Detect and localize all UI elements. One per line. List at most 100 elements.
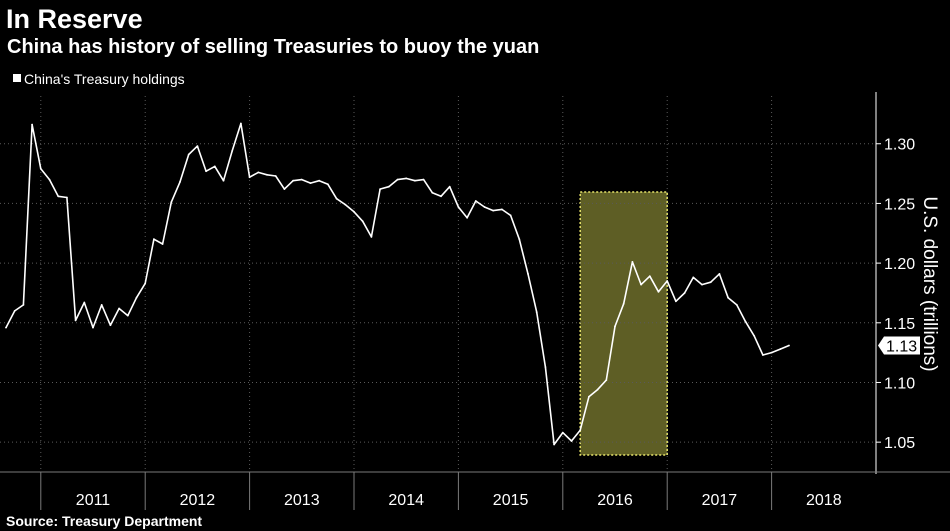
data-point [779, 348, 782, 350]
data-point [440, 195, 442, 198]
data-point [274, 175, 277, 177]
data-point [318, 179, 321, 182]
axis-layer: 1.05 1.10 1.15 1.20 1.25 1.30 2011 2012 2013 2014… [0, 92, 950, 510]
highlight-layer [579, 191, 668, 456]
y-axis-label: U.S. dollars (trillions) [919, 196, 940, 371]
data-point [692, 276, 695, 279]
y-tick-label: 1.05 [884, 435, 915, 452]
data-point [414, 179, 416, 182]
data-point [396, 178, 399, 181]
x-tick-label: 2016 [597, 492, 633, 509]
data-point [170, 201, 173, 204]
y-tick-label: 1.10 [884, 375, 915, 392]
data-point [335, 197, 338, 200]
data-point [762, 354, 764, 356]
data-point [561, 431, 564, 434]
data-point [709, 281, 712, 284]
last-value-label: 1.13 [886, 338, 917, 355]
data-point [248, 176, 251, 179]
data-point [13, 310, 16, 312]
data-point [405, 177, 408, 180]
data-point [283, 188, 286, 191]
data-point [213, 165, 216, 168]
data-point [179, 181, 181, 183]
data-point [370, 236, 373, 238]
highlight-box [579, 191, 668, 456]
data-point [161, 243, 164, 245]
chart-source: Source: Treasury Department [6, 513, 203, 529]
data-point [240, 122, 242, 125]
data-point [83, 301, 86, 304]
data-point [683, 292, 686, 294]
y-tick-label: 1.20 [884, 256, 915, 273]
data-point [535, 311, 538, 313]
data-point [622, 302, 625, 305]
data-point [483, 206, 486, 208]
data-point [570, 440, 573, 442]
grid-layer [0, 96, 876, 472]
data-point [66, 196, 68, 199]
x-tick-label: 2015 [493, 492, 529, 509]
chart-subtitle: China has history of selling Treasuries … [7, 36, 540, 58]
data-point [387, 185, 390, 188]
data-point [605, 379, 608, 381]
data-point [135, 296, 138, 299]
data-point [422, 178, 425, 181]
data-point [327, 183, 329, 186]
data-point [553, 443, 555, 446]
data-point [579, 429, 582, 432]
data-point [701, 283, 703, 286]
data-point [657, 290, 660, 293]
y-tick-label: 1.15 [884, 316, 915, 333]
data-point [588, 395, 590, 398]
data-point [57, 195, 60, 198]
data-point [640, 283, 642, 286]
series-line [5, 122, 790, 446]
x-tick-label: 2018 [806, 492, 842, 509]
data-point [266, 173, 268, 176]
data-point [492, 209, 495, 212]
data-point [466, 216, 468, 219]
data-point [300, 178, 303, 181]
data-point [788, 344, 790, 347]
data-point [518, 238, 521, 241]
data-point [753, 335, 756, 337]
data-point [648, 275, 651, 278]
series-layer [5, 122, 790, 446]
data-point [379, 188, 381, 191]
data-point [666, 280, 669, 282]
data-point [718, 273, 721, 275]
data-point [257, 171, 260, 174]
data-point [614, 325, 616, 328]
data-point [675, 300, 677, 303]
x-tick-label: 2017 [702, 492, 738, 509]
data-point [353, 210, 355, 213]
data-point [431, 191, 434, 194]
data-point [196, 145, 199, 148]
data-point [231, 150, 234, 152]
data-point [187, 153, 190, 156]
data-point [474, 200, 477, 202]
y-tick-label: 1.30 [884, 137, 915, 154]
data-point [501, 208, 503, 211]
legend-label: China's Treasury holdings [24, 71, 185, 87]
data-point [222, 179, 225, 182]
data-point [292, 179, 294, 182]
data-point [735, 304, 738, 306]
data-point [544, 366, 547, 368]
x-tick-label: 2012 [180, 492, 216, 509]
x-tick-label: 2014 [388, 492, 424, 509]
data-point [92, 326, 94, 329]
data-point [100, 304, 103, 306]
data-point [744, 320, 747, 323]
data-point [22, 304, 25, 306]
data-point [153, 238, 155, 241]
data-point [74, 319, 77, 322]
data-point [527, 273, 529, 275]
x-tick-label: 2013 [284, 492, 320, 509]
y-tick-label: 1.25 [884, 196, 915, 213]
data-point [770, 351, 773, 354]
data-point [457, 206, 460, 208]
data-point [118, 307, 120, 310]
